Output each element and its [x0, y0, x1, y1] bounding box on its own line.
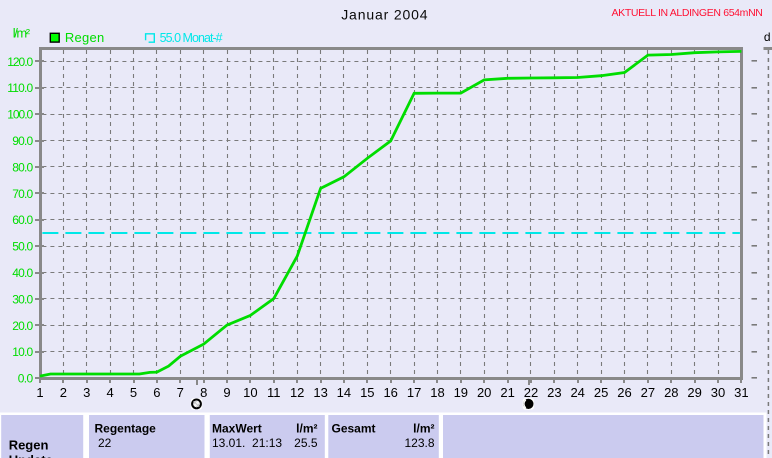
svg-text:18: 18	[430, 385, 444, 400]
svg-text:6: 6	[153, 385, 160, 400]
svg-text:23: 23	[547, 385, 561, 400]
svg-text:20: 20	[477, 385, 491, 400]
svg-text:Gesamt: Gesamt	[332, 421, 376, 435]
svg-text:11: 11	[267, 385, 281, 400]
svg-text:1: 1	[36, 385, 43, 400]
svg-text:l/m²: l/m²	[413, 421, 434, 435]
svg-text:Regen: Regen	[65, 30, 104, 45]
svg-text:22: 22	[98, 436, 112, 450]
svg-text:Regentage: Regentage	[95, 421, 157, 435]
svg-text:d: d	[764, 30, 771, 44]
svg-text:50.0: 50.0	[12, 240, 33, 254]
svg-text:31: 31	[734, 385, 748, 400]
svg-text:20.0: 20.0	[12, 319, 33, 333]
svg-text:25: 25	[594, 385, 608, 400]
svg-text:Januar 2004: Januar 2004	[341, 6, 428, 22]
svg-text:Regen: Regen	[9, 437, 49, 452]
svg-text:2: 2	[60, 385, 67, 400]
svg-text:100.0: 100.0	[7, 108, 33, 122]
svg-text:10: 10	[243, 385, 257, 400]
svg-text:55.0 Monat-#: 55.0 Monat-#	[160, 31, 223, 45]
svg-text:70.0: 70.0	[12, 187, 33, 201]
svg-text:24: 24	[570, 385, 584, 400]
svg-text:5: 5	[130, 385, 137, 400]
svg-text:12: 12	[290, 385, 304, 400]
svg-text:28: 28	[664, 385, 678, 400]
svg-text:7: 7	[177, 385, 184, 400]
svg-text:l/m²: l/m²	[296, 421, 317, 435]
svg-text:8: 8	[200, 385, 207, 400]
svg-text:21: 21	[500, 385, 514, 400]
svg-text:123.8: 123.8	[404, 436, 434, 450]
svg-text:26: 26	[617, 385, 631, 400]
svg-text:10.0: 10.0	[12, 345, 33, 359]
svg-text:l/m²: l/m²	[13, 26, 31, 41]
svg-text:22: 22	[524, 385, 538, 400]
svg-text:14: 14	[337, 385, 351, 400]
svg-text:80.0: 80.0	[12, 160, 33, 174]
svg-text:3: 3	[83, 385, 90, 400]
svg-text:60.0: 60.0	[12, 213, 33, 227]
svg-text:4: 4	[106, 385, 113, 400]
svg-text:13.01. 21:13: 13.01. 21:13	[212, 436, 282, 450]
svg-text:17: 17	[407, 385, 421, 400]
svg-text:15: 15	[360, 385, 374, 400]
svg-text:27: 27	[641, 385, 655, 400]
svg-text:30.0: 30.0	[12, 292, 33, 306]
svg-text:29: 29	[687, 385, 701, 400]
svg-text:16: 16	[383, 385, 397, 400]
svg-text:Update: Update	[9, 452, 53, 458]
svg-text:90.0: 90.0	[12, 134, 33, 148]
svg-text:9: 9	[223, 385, 230, 400]
svg-text:MaxWert: MaxWert	[212, 421, 262, 435]
svg-text:110.0: 110.0	[7, 81, 33, 95]
svg-text:0.0: 0.0	[18, 372, 34, 386]
svg-text:120.0: 120.0	[7, 55, 33, 69]
svg-text:AKTUELL IN ALDINGEN 654mNN: AKTUELL IN ALDINGEN 654mNN	[612, 7, 763, 19]
svg-text:30: 30	[711, 385, 725, 400]
svg-text:19: 19	[454, 385, 468, 400]
svg-text:13: 13	[313, 385, 327, 400]
svg-text:40.0: 40.0	[12, 266, 33, 280]
svg-text:25.5: 25.5	[294, 436, 318, 450]
